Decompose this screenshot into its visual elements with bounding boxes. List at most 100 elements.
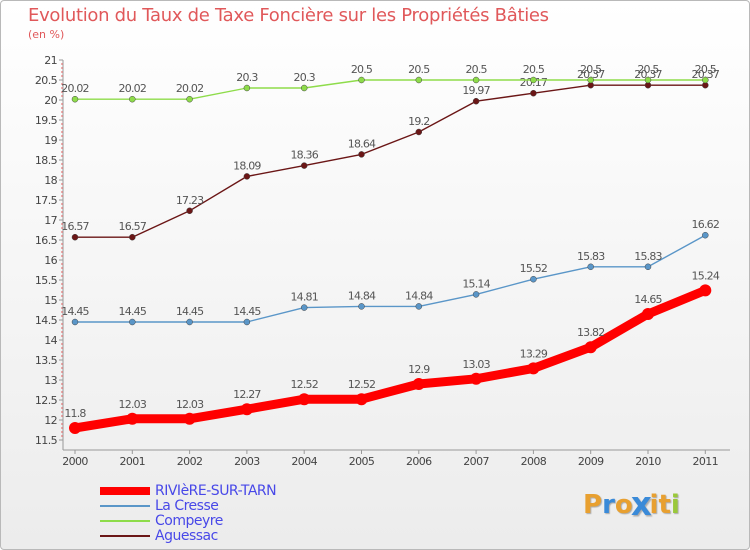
data-label: 20.37 — [692, 68, 720, 81]
data-point — [243, 84, 251, 92]
data-label: 20.02 — [119, 82, 147, 95]
data-label: 20.5 — [408, 63, 430, 76]
data-label: 20.3 — [294, 71, 316, 84]
x-tick-label: 2001 — [119, 455, 145, 468]
data-point — [415, 303, 423, 310]
data-label: 20.5 — [523, 63, 545, 76]
data-point — [300, 84, 308, 92]
series-line — [74, 84, 706, 238]
data-label: 14.45 — [176, 305, 204, 318]
y-tick-label: 18.5 — [35, 154, 58, 167]
data-label: 15.83 — [577, 250, 605, 263]
data-point — [530, 76, 537, 84]
data-label: 19.2 — [408, 115, 429, 128]
data-point — [527, 362, 540, 375]
y-tick-label: 12.5 — [35, 394, 58, 407]
data-label: 14.81 — [290, 291, 318, 304]
data-point — [358, 303, 365, 310]
data-label: 13.82 — [577, 326, 605, 339]
data-point — [129, 318, 136, 326]
data-point — [587, 76, 594, 84]
data-label: 20.37 — [634, 68, 662, 81]
logo-letter: P — [583, 490, 603, 520]
data-point — [355, 393, 368, 406]
data-label: 16.57 — [61, 220, 89, 233]
data-point — [699, 284, 712, 297]
data-point — [186, 207, 193, 215]
chart-title: Evolution du Taux de Taxe Foncière sur l… — [28, 5, 549, 26]
y-tick-label: 13.5 — [35, 354, 58, 367]
data-point — [71, 95, 79, 103]
y-tick-label: 15.5 — [35, 274, 58, 287]
series-line — [74, 79, 706, 100]
data-point — [702, 76, 709, 84]
data-label: 16.57 — [119, 220, 147, 233]
data-label: 12.27 — [233, 388, 261, 401]
data-point — [642, 308, 654, 320]
data-point — [186, 95, 193, 103]
data-label: 13.03 — [462, 358, 490, 371]
proxiti-logo: Proxiti — [583, 486, 680, 524]
x-tick-label: 2008 — [521, 455, 547, 468]
data-label: 16.62 — [692, 218, 720, 231]
data-point — [129, 233, 136, 241]
x-tick-label: 2007 — [463, 455, 489, 468]
y-tick-label: 19.5 — [35, 114, 58, 127]
data-point — [358, 151, 365, 158]
data-point — [584, 341, 597, 354]
data-label: 19.97 — [462, 84, 490, 97]
data-label: 20.5 — [695, 63, 717, 76]
legend-label: RIVIèRE-SUR-TARN — [155, 483, 277, 499]
legend-label: Compeyre — [155, 513, 223, 529]
data-label: 12.03 — [176, 398, 204, 411]
data-point — [71, 318, 79, 326]
data-label: 18.09 — [233, 159, 261, 172]
y-tick-label: 12 — [44, 414, 57, 427]
logo-letter: x — [630, 486, 652, 524]
data-point — [415, 76, 423, 84]
data-label: 14.45 — [233, 305, 261, 318]
y-tick-label: 14.5 — [35, 314, 58, 327]
data-label: 15.52 — [520, 262, 548, 275]
data-label: 11.8 — [64, 407, 86, 420]
data-label: 12.52 — [290, 378, 318, 391]
logo-letter: r — [602, 490, 615, 520]
data-label: 20.5 — [465, 63, 487, 76]
x-tick-label: 2010 — [635, 455, 661, 468]
y-tick-label: 16 — [44, 254, 57, 267]
data-label: 14.65 — [634, 293, 662, 306]
y-tick-label: 13 — [44, 374, 57, 387]
x-tick-label: 2002 — [177, 455, 203, 468]
x-tick-label: 2006 — [406, 455, 432, 468]
data-point — [300, 162, 308, 169]
data-label: 12.9 — [408, 363, 430, 376]
data-label: 14.45 — [61, 305, 89, 318]
legend-swatch — [100, 505, 150, 507]
data-label: 20.02 — [61, 82, 89, 95]
data-point — [472, 76, 480, 84]
legend-swatch — [100, 535, 150, 537]
logo-letter: o — [614, 490, 633, 520]
y-tick-label: 16.5 — [35, 234, 58, 247]
data-label: 14.45 — [119, 305, 147, 318]
data-point — [587, 263, 594, 271]
logo-letter: i — [649, 490, 659, 520]
y-tick-label: 17 — [44, 214, 57, 227]
x-tick-label: 2009 — [578, 455, 604, 468]
data-point — [415, 128, 423, 136]
data-label: 15.14 — [462, 277, 490, 290]
logo-letter: i — [670, 490, 680, 520]
chart-unit-label: (en %) — [28, 28, 65, 41]
legend-swatch — [100, 520, 150, 522]
data-label: 17.23 — [176, 194, 204, 207]
data-label: 15.83 — [634, 250, 662, 263]
y-tick-label: 14 — [44, 334, 57, 347]
data-point — [240, 403, 253, 416]
data-point — [126, 412, 139, 425]
logo-letter: t — [658, 490, 671, 520]
y-tick-label: 18 — [44, 174, 57, 187]
x-tick-label: 2004 — [291, 455, 317, 468]
data-point — [186, 318, 193, 326]
data-point — [530, 275, 537, 283]
